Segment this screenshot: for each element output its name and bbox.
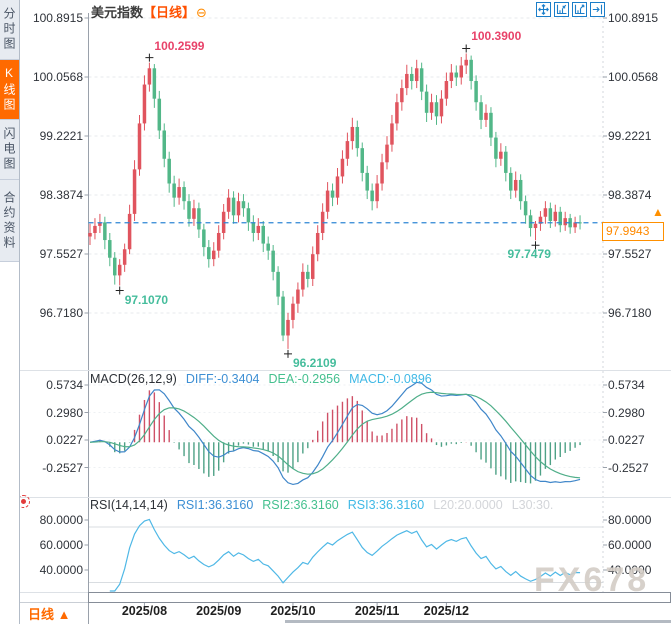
y-axis-label-right: 98.3874 bbox=[608, 188, 652, 202]
macd-legend-item: DEA:-0.2956 bbox=[268, 372, 341, 386]
y-axis-label-right: 80.0000 bbox=[608, 513, 652, 527]
x-axis-label: 2025/12 bbox=[423, 604, 469, 618]
y-axis-label-left: 60.0000 bbox=[39, 538, 83, 552]
sidebar-tab-lightning-chart[interactable]: 闪电图 bbox=[0, 120, 19, 180]
high-price-annotation: 100.2599 bbox=[154, 38, 205, 53]
zoom-out-button[interactable] bbox=[554, 2, 569, 17]
y-axis-label-left: 100.8915 bbox=[32, 11, 83, 25]
rsi-legend-item: RSI(14,14,14) bbox=[90, 498, 168, 512]
x-axis-label: 2025/08 bbox=[121, 604, 168, 618]
pan-icon bbox=[538, 4, 549, 15]
pan-tool-button[interactable] bbox=[536, 2, 551, 17]
rsi-legend-item: L20:20.0000 bbox=[433, 498, 503, 512]
y-axis-label-left: 96.7180 bbox=[39, 306, 83, 320]
y-axis-label-left: -0.2527 bbox=[42, 460, 83, 475]
y-axis-label-left: 97.5527 bbox=[39, 247, 83, 261]
y-axis-label-right: 0.5734 bbox=[608, 378, 645, 392]
sidebar-tab-contract-info[interactable]: 合约资料 bbox=[0, 180, 19, 262]
price-up-arrow-icon: ▲ bbox=[652, 205, 664, 219]
sidebar-tab-kline-chart[interactable]: K线图 bbox=[0, 60, 19, 120]
current-price-tag: 97.9943 bbox=[602, 222, 664, 241]
y-axis-label-left: 0.5734 bbox=[46, 378, 83, 392]
y-axis-label-right: 100.0568 bbox=[608, 70, 659, 84]
y-axis-label-right: 99.2221 bbox=[608, 129, 652, 143]
y-axis-label-right: 40.0000 bbox=[608, 563, 652, 577]
y-axis-label-right: 100.8915 bbox=[608, 11, 659, 25]
y-axis-label-right: 97.5527 bbox=[608, 247, 652, 261]
macd-legend-item: DIFF:-0.3404 bbox=[185, 372, 260, 386]
macd-legend-item: MACD(26,12,9) bbox=[90, 372, 177, 386]
y-axis-label-right: -0.2527 bbox=[608, 460, 649, 475]
chart-toolbar bbox=[536, 2, 605, 17]
sidebar: 分时图 K线图 闪电图 合约资料 bbox=[0, 0, 20, 624]
y-axis-label-left: 40.0000 bbox=[39, 563, 83, 577]
low-price-annotation: 96.2109 bbox=[293, 355, 337, 370]
y-axis-label-left: 0.0227 bbox=[46, 433, 83, 447]
y-axis-label-left: 99.2221 bbox=[39, 129, 83, 143]
rsi-legend-item: RSI1:36.3160 bbox=[176, 498, 254, 512]
low-price-annotation: 97.1070 bbox=[124, 292, 169, 307]
sidebar-tab-time-chart[interactable]: 分时图 bbox=[0, 0, 19, 60]
y-axis-label-right: 0.2980 bbox=[608, 405, 645, 420]
y-axis-label-left: 80.0000 bbox=[39, 513, 83, 527]
high-price-annotation: 100.3900 bbox=[471, 29, 522, 44]
period-selector-arrow-icon: ▲ bbox=[57, 607, 71, 622]
zoom-in-button[interactable] bbox=[572, 2, 587, 17]
y-axis-label-right: 0.0227 bbox=[608, 433, 645, 447]
goto-latest-button[interactable] bbox=[590, 2, 605, 17]
y-axis-label-right: 60.0000 bbox=[608, 538, 652, 552]
chart-title: 美元指数【日线】⊖ bbox=[91, 2, 207, 21]
collapse-icon[interactable]: ⊖ bbox=[196, 5, 207, 20]
y-axis-label-right: 96.7180 bbox=[608, 306, 652, 320]
period-selector[interactable]: 日线 ▲ bbox=[28, 604, 71, 623]
watermark: FX678 bbox=[534, 561, 650, 599]
y-axis-label-left: 100.0568 bbox=[32, 70, 83, 84]
x-axis-label: 2025/11 bbox=[354, 604, 400, 618]
scrollbar-handle[interactable] bbox=[285, 620, 671, 623]
macd-legend-item: MACD:-0.0896 bbox=[349, 372, 432, 386]
rsi-legend-item: L30:30. bbox=[511, 498, 554, 512]
rsi-legend-item: RSI3:36.3160 bbox=[347, 498, 425, 512]
x-axis-label: 2025/10 bbox=[270, 604, 316, 618]
y-axis-label-left: 98.3874 bbox=[39, 188, 83, 202]
low-price-annotation: 97.7479 bbox=[507, 247, 551, 262]
goto-latest-icon bbox=[592, 4, 603, 15]
symbol-name: 美元指数 bbox=[91, 5, 144, 20]
y-axis-label-left: 0.2980 bbox=[46, 405, 83, 420]
x-axis-label: 2025/09 bbox=[196, 604, 242, 618]
zoom-in-icon bbox=[574, 4, 585, 15]
macd-legend: MACD(26,12,9) DIFF:-0.3404 DEA:-0.2956 MACD… bbox=[90, 372, 441, 386]
period-selector-label: 日线 bbox=[28, 607, 55, 622]
rsi-legend-item: RSI2:36.3160 bbox=[262, 498, 339, 512]
period-tag: 【日线】 bbox=[143, 5, 196, 20]
rsi-legend: RSI(14,14,14) RSI1:36.3160 RSI2:36.3160 RSI… bbox=[90, 498, 562, 512]
zoom-out-icon bbox=[556, 4, 567, 15]
